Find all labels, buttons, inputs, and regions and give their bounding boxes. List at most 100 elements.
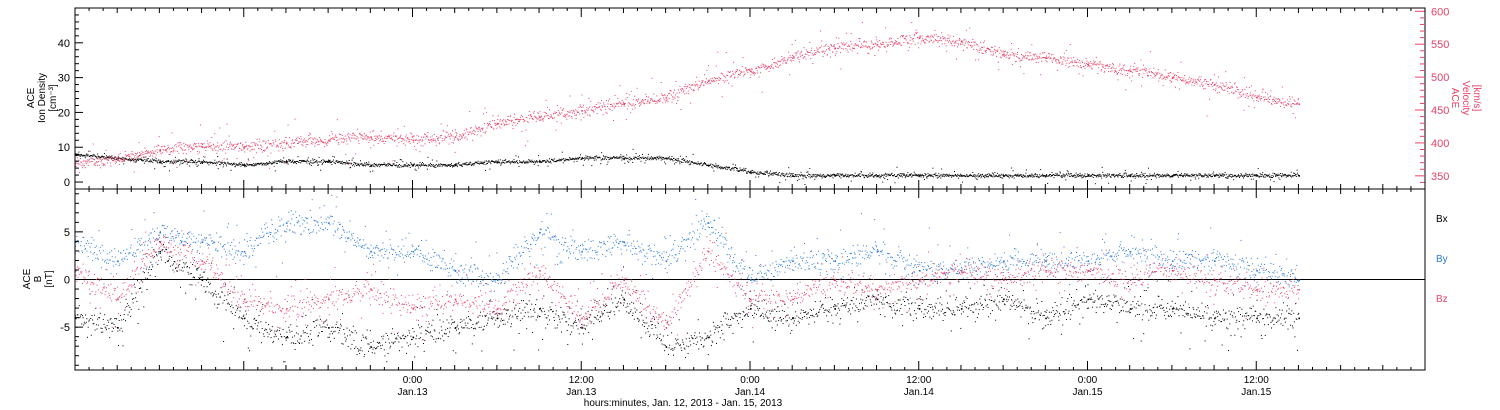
by-point <box>918 270 921 272</box>
scatter-cloud <box>75 148 1300 185</box>
bz-point <box>1003 279 1005 282</box>
bx-point <box>834 308 836 310</box>
velocity-point <box>1171 77 1174 79</box>
legend-bz: Bz <box>1436 294 1448 305</box>
velocity-point <box>750 70 752 73</box>
by-point <box>665 260 668 262</box>
bx-point <box>243 317 246 320</box>
top-ylabel-right-line1: ACE <box>1449 88 1460 109</box>
bz-point <box>1045 270 1047 272</box>
top-ytick-label: 30 <box>58 73 70 85</box>
time-tick-label: 12:00 <box>1244 375 1269 386</box>
velocity-point <box>454 136 457 138</box>
density-point <box>328 161 330 163</box>
bottom-ylabel-line1: ACE <box>22 268 33 289</box>
by-point <box>285 222 288 224</box>
top-ylabel-line2: Ion Density <box>37 73 48 123</box>
velocity-point <box>1045 57 1047 59</box>
series-bx <box>75 234 1300 369</box>
top-panel-plot <box>75 21 1300 185</box>
velocity-point <box>201 146 204 148</box>
bz-point <box>285 308 288 310</box>
bx-point <box>960 308 963 310</box>
bottom-ytick-label: -5 <box>60 322 70 334</box>
by-point <box>750 279 752 282</box>
by-point <box>496 279 499 282</box>
by-point <box>581 250 583 253</box>
top-ytick-label: 20 <box>58 107 70 119</box>
bx-point <box>581 327 583 329</box>
bz-point <box>1214 279 1216 282</box>
density-point <box>834 175 836 177</box>
bz-point <box>454 298 457 301</box>
velocity-point <box>1129 70 1132 73</box>
bottom-ylabel-line3: [nT] <box>44 270 55 287</box>
scatter-cloud <box>75 21 1300 173</box>
density-point <box>159 161 161 163</box>
bz-point <box>539 270 541 272</box>
bz-point <box>201 260 204 262</box>
bz-point <box>1087 270 1090 272</box>
density-point <box>750 171 752 174</box>
date-tick-label: Jan.15 <box>1241 387 1271 398</box>
velocity-point <box>1003 54 1005 56</box>
velocity-point <box>665 96 668 99</box>
bz-point <box>496 308 499 310</box>
bz-point <box>665 327 668 329</box>
density-point <box>1045 175 1047 177</box>
by-point <box>876 250 879 253</box>
velocity-point <box>623 103 625 105</box>
top-ytick-label: 0 <box>64 177 70 189</box>
by-point <box>1256 270 1258 272</box>
velocity-series <box>75 21 1300 173</box>
bx-point <box>1256 317 1258 320</box>
bz-point <box>623 279 625 282</box>
velocity-point <box>75 162 77 165</box>
bx-point <box>370 346 372 348</box>
time-axis-title: hours:minutes, Jan. 12, 2013 - Jan. 15, … <box>584 398 783 409</box>
bz-point <box>1171 270 1174 272</box>
bx-point <box>1129 308 1132 310</box>
density-series <box>75 148 1300 185</box>
top-ylabel-line3: [cm⁻³] <box>48 84 59 112</box>
velocity-point <box>496 123 499 125</box>
time-tick-label: 0:00 <box>1078 375 1098 386</box>
bz-point <box>876 289 879 291</box>
bz-point <box>370 289 372 291</box>
by-point <box>243 250 246 253</box>
bottom-ytick-label: 5 <box>64 227 70 239</box>
velocity-point <box>792 57 794 59</box>
bz-point <box>159 241 161 243</box>
bz-point <box>792 298 794 301</box>
top-ylabel-right-line3: [km/s] <box>1471 85 1482 112</box>
density-point <box>1298 175 1300 177</box>
date-tick-label: Jan.15 <box>1072 387 1102 398</box>
by-point <box>1171 260 1174 262</box>
date-tick-label: Jan.13 <box>566 387 596 398</box>
time-tick-label: 12:00 <box>906 375 931 386</box>
velocity-point <box>1298 103 1300 105</box>
scatter-cloud <box>75 230 1300 341</box>
date-tick-label: Jan.13 <box>397 387 427 398</box>
top-ytick-right-label: 350 <box>1431 171 1449 183</box>
bx-point <box>285 336 288 339</box>
axis-ticks <box>74 8 1426 370</box>
legend-bx: Bx <box>1436 214 1448 225</box>
velocity-point <box>159 149 161 152</box>
by-point <box>1129 250 1132 253</box>
bx-point <box>623 298 625 301</box>
by-point <box>792 260 794 262</box>
density-point <box>412 164 415 167</box>
time-tick-label: 0:00 <box>403 375 423 386</box>
time-tick-label: 12:00 <box>569 375 594 386</box>
by-point <box>370 250 372 253</box>
bz-point <box>243 298 246 301</box>
density-point <box>370 164 372 167</box>
bz-point <box>328 298 330 301</box>
velocity-point <box>243 146 246 148</box>
bx-point <box>75 317 77 320</box>
bx-point <box>1087 298 1090 301</box>
top-ytick-right-label: 500 <box>1431 72 1449 84</box>
bz-point <box>750 298 752 301</box>
top-ytick-right-label: 550 <box>1431 39 1449 51</box>
